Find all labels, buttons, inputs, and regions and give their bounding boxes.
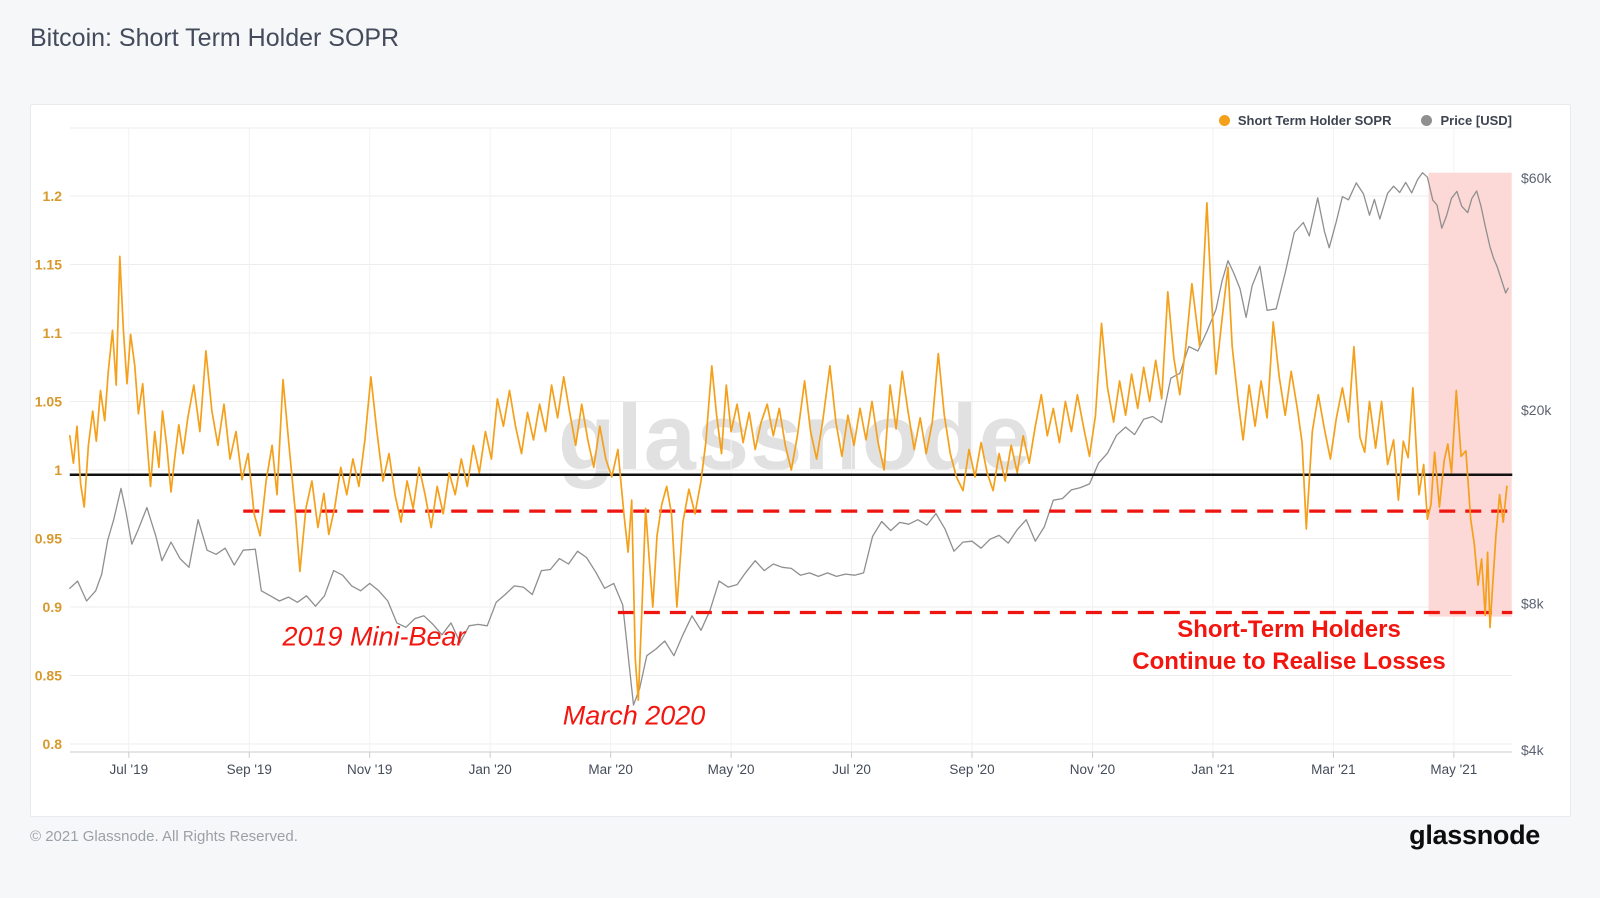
price-legend-label: Price [USD] xyxy=(1440,113,1512,128)
x-tick-label: May '20 xyxy=(708,762,755,777)
x-tick-label: Sep '19 xyxy=(227,762,272,777)
price-axis-label: $60k xyxy=(1521,170,1552,186)
page-title: Bitcoin: Short Term Holder SOPR xyxy=(30,24,400,52)
sopr-axis-label: 0.8 xyxy=(43,736,63,752)
sth-losses-highlight xyxy=(1428,172,1512,617)
x-tick-label: May '21 xyxy=(1430,762,1477,777)
sopr-axis-label: 0.95 xyxy=(35,531,62,547)
annotation-sth-losses-line1: Short-Term Holders xyxy=(1177,616,1401,643)
sopr-line xyxy=(68,201,1508,702)
x-tick-label: Jul '20 xyxy=(832,762,871,777)
sopr-axis-label: 0.9 xyxy=(43,599,63,615)
chart-card xyxy=(30,104,1571,817)
sopr-legend-dot-icon xyxy=(1218,115,1230,126)
sopr-axis-label: 1.2 xyxy=(43,188,63,204)
price-axis-label: $20k xyxy=(1521,402,1552,418)
x-tick-label: Nov '20 xyxy=(1070,762,1115,777)
sopr-axis-label: 0.85 xyxy=(35,668,62,684)
footer-copyright: © 2021 Glassnode. All Rights Reserved. xyxy=(30,828,298,845)
sopr-axis-label: 1.1 xyxy=(43,325,63,341)
annotation-march-2020: March 2020 xyxy=(562,700,706,731)
sopr-legend-label: Short Term Holder SOPR xyxy=(1237,113,1392,128)
x-tick-label: Nov '19 xyxy=(347,762,392,777)
x-tick-label: Jan '20 xyxy=(469,762,512,777)
x-tick-label: Jul '19 xyxy=(109,762,148,777)
price-axis-label: $4k xyxy=(1521,742,1545,758)
x-tick-label: Mar '21 xyxy=(1311,762,1356,777)
chart-legend: Short Term Holder SOPR Price [USD] xyxy=(1218,113,1512,128)
price-legend-dot-icon xyxy=(1421,115,1433,126)
sopr-axis-label: 1 xyxy=(54,462,62,478)
x-tick-label: Sep '20 xyxy=(949,762,994,777)
legend-item-sopr[interactable]: Short Term Holder SOPR xyxy=(1218,113,1392,128)
x-tick-label: Jan '21 xyxy=(1191,762,1234,777)
sopr-axis-label: 1.15 xyxy=(35,257,62,273)
price-line xyxy=(69,172,1509,706)
legend-item-price[interactable]: Price [USD] xyxy=(1421,113,1512,128)
annotation-2019-mini-bear: 2019 Mini-Bear xyxy=(282,621,466,652)
x-tick-label: Mar '20 xyxy=(588,762,633,777)
sopr-axis-label: 1.05 xyxy=(35,394,62,410)
glassnode-logo: glassnode xyxy=(1409,820,1540,850)
annotation-sth-losses: Short-Term Holders Continue to Realise L… xyxy=(1132,614,1445,678)
price-axis-label: $8k xyxy=(1521,596,1545,612)
annotation-sth-losses-line2: Continue to Realise Losses xyxy=(1132,648,1446,675)
